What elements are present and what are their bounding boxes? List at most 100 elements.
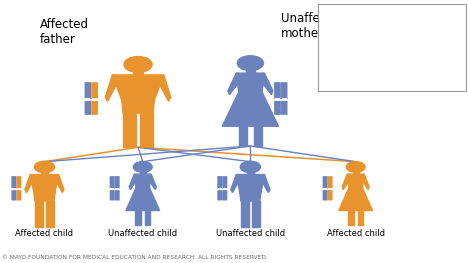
Bar [133,64,143,75]
Polygon shape [236,73,264,92]
Bar [246,63,255,73]
Polygon shape [145,210,150,225]
FancyBboxPatch shape [274,82,281,99]
FancyBboxPatch shape [274,101,281,115]
FancyBboxPatch shape [281,82,287,99]
Text: Affected
father: Affected father [40,18,89,45]
Bar [275,98,280,101]
Bar [323,188,327,190]
FancyBboxPatch shape [115,190,120,200]
FancyBboxPatch shape [322,190,328,200]
Polygon shape [135,210,141,225]
Polygon shape [347,174,364,188]
Bar [247,167,254,175]
FancyBboxPatch shape [322,176,328,189]
Polygon shape [222,92,278,126]
Bar [17,188,21,190]
FancyBboxPatch shape [16,176,22,189]
Bar [92,98,97,101]
Polygon shape [35,201,43,227]
Text: Abnormal
gene: Abnormal gene [390,58,434,77]
Bar [410,36,414,39]
FancyBboxPatch shape [328,176,333,189]
FancyBboxPatch shape [222,176,227,189]
Circle shape [240,161,261,173]
FancyBboxPatch shape [217,190,222,200]
Bar [218,188,222,190]
Text: Affected child: Affected child [327,229,385,238]
FancyBboxPatch shape [348,38,354,52]
Polygon shape [157,75,171,101]
Text: Normal
gene: Normal gene [335,58,367,77]
Polygon shape [240,191,261,201]
Polygon shape [122,100,154,113]
FancyBboxPatch shape [222,190,227,200]
Polygon shape [231,175,241,193]
Polygon shape [228,73,243,95]
FancyBboxPatch shape [11,190,16,200]
Bar [223,188,227,190]
Polygon shape [112,75,164,100]
Bar [140,167,146,174]
FancyBboxPatch shape [16,190,22,200]
Bar [282,98,287,101]
Polygon shape [105,75,119,101]
FancyBboxPatch shape [11,176,16,189]
Polygon shape [140,113,153,147]
Circle shape [133,162,152,172]
FancyBboxPatch shape [85,101,91,115]
Bar [115,188,119,190]
Polygon shape [254,126,262,146]
Polygon shape [360,174,369,190]
Bar [353,167,358,174]
Polygon shape [252,201,260,227]
Polygon shape [25,175,35,193]
Text: © MAYO FOUNDATION FOR MEDICAL EDUCATION AND RESEARCH. ALL RIGHTS RESERVED.: © MAYO FOUNDATION FOR MEDICAL EDUCATION … [2,255,268,260]
Polygon shape [257,73,273,95]
FancyBboxPatch shape [91,101,98,115]
Polygon shape [339,188,373,210]
Text: Unaffected child: Unaffected child [108,229,177,238]
Bar [110,188,114,190]
FancyBboxPatch shape [409,38,415,52]
Polygon shape [123,113,136,147]
Polygon shape [358,210,363,225]
Bar [328,188,332,190]
Bar [41,167,48,175]
Polygon shape [241,201,249,227]
Polygon shape [34,191,55,201]
Bar [12,188,16,190]
Polygon shape [134,174,151,188]
Polygon shape [46,201,54,227]
Text: Unaffected
mother: Unaffected mother [281,12,345,40]
Circle shape [124,57,152,72]
Circle shape [34,161,55,173]
FancyBboxPatch shape [115,176,120,189]
Polygon shape [54,175,64,193]
Polygon shape [260,175,270,193]
Text: Affected child: Affected child [15,229,73,238]
Text: Unaffected child: Unaffected child [216,229,285,238]
Polygon shape [342,174,351,190]
FancyBboxPatch shape [110,176,115,189]
FancyBboxPatch shape [318,4,466,91]
Bar [85,98,90,101]
Polygon shape [129,174,139,190]
FancyBboxPatch shape [110,190,115,200]
Polygon shape [30,175,58,191]
Polygon shape [239,126,247,146]
Polygon shape [147,174,156,190]
FancyBboxPatch shape [281,101,287,115]
Polygon shape [348,210,354,225]
Polygon shape [126,188,160,210]
FancyBboxPatch shape [91,82,98,99]
FancyBboxPatch shape [85,82,91,99]
Bar [349,36,353,39]
FancyBboxPatch shape [348,20,354,36]
FancyBboxPatch shape [217,176,222,189]
Polygon shape [236,175,264,191]
Circle shape [346,162,365,172]
FancyBboxPatch shape [328,190,333,200]
FancyBboxPatch shape [409,20,415,36]
Circle shape [237,56,263,70]
